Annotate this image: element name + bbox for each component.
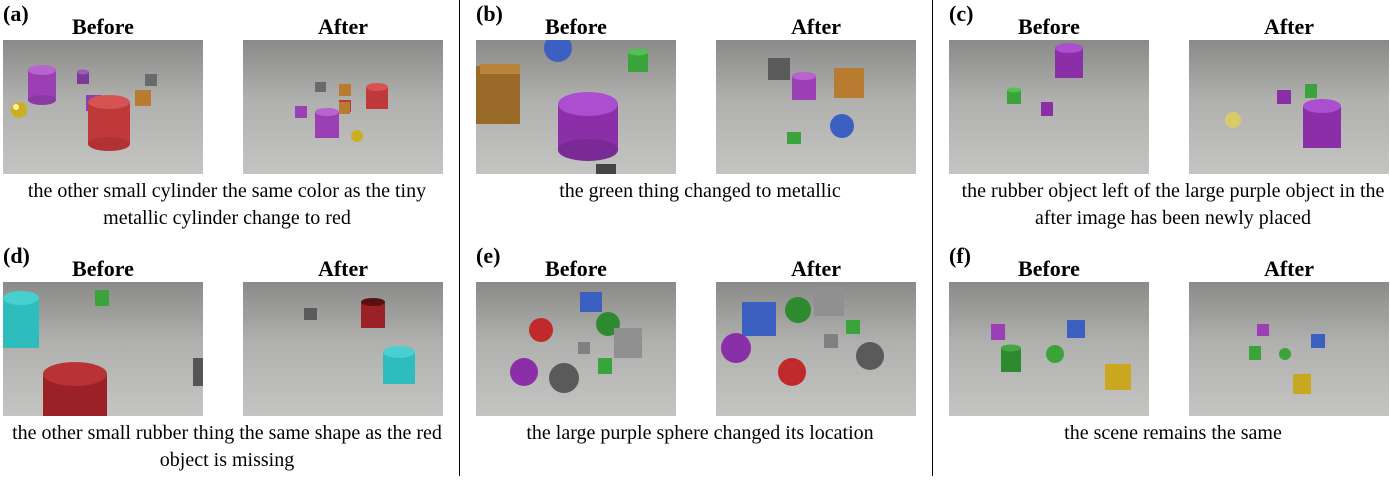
before-heading: Before (72, 14, 134, 39)
before-image (476, 40, 676, 174)
panel-label: (e) (476, 243, 501, 268)
caption: the green thing changed to metallic (559, 180, 841, 202)
after-heading: After (1263, 256, 1315, 281)
after-heading: After (790, 14, 842, 39)
after-image (243, 40, 443, 174)
panel-label: (d) (3, 243, 30, 268)
before-image (476, 282, 676, 416)
before-heading: Before (72, 256, 134, 281)
before-heading: Before (1018, 256, 1080, 281)
before-heading: Before (545, 14, 607, 39)
panel-b: (b) Before After the green thing changed… (476, 2, 926, 238)
panel-e: (e) Before After the large purple sp (476, 244, 926, 480)
after-image (1189, 40, 1389, 174)
after-heading: After (317, 14, 369, 39)
after-heading: After (317, 256, 369, 281)
after-heading: After (790, 256, 842, 281)
panel-label: (a) (3, 1, 29, 26)
caption: the large purple sphere changed its loca… (526, 422, 874, 444)
before-heading: Before (1018, 14, 1080, 39)
column-divider-2 (932, 0, 933, 476)
panel-a: (a) Before After the other small cylinde… (3, 2, 453, 238)
before-image (3, 282, 203, 416)
caption: the other small cylinder the same color … (27, 180, 427, 229)
column-divider-1 (459, 0, 460, 476)
after-heading: After (1263, 14, 1315, 39)
before-heading: Before (545, 256, 607, 281)
panel-label: (c) (949, 1, 974, 26)
before-image (949, 282, 1149, 416)
panel-label: (f) (949, 243, 971, 268)
after-image (716, 40, 916, 174)
panel-d: (d) Before After the other small rubber … (3, 244, 453, 480)
panel-f: (f) Before After the scene remains the s… (949, 244, 1390, 480)
before-image (949, 40, 1149, 174)
caption: the scene remains the same (1064, 422, 1282, 444)
before-image (3, 40, 203, 174)
after-image (1189, 282, 1389, 416)
after-image (243, 282, 443, 416)
after-image (716, 282, 916, 416)
caption: the rubber object left of the large purp… (961, 180, 1385, 229)
panel-c: (c) Before After the rubber object left … (949, 2, 1390, 238)
caption: the other small rubber thing the same sh… (12, 422, 442, 471)
panel-label: (b) (476, 1, 503, 26)
